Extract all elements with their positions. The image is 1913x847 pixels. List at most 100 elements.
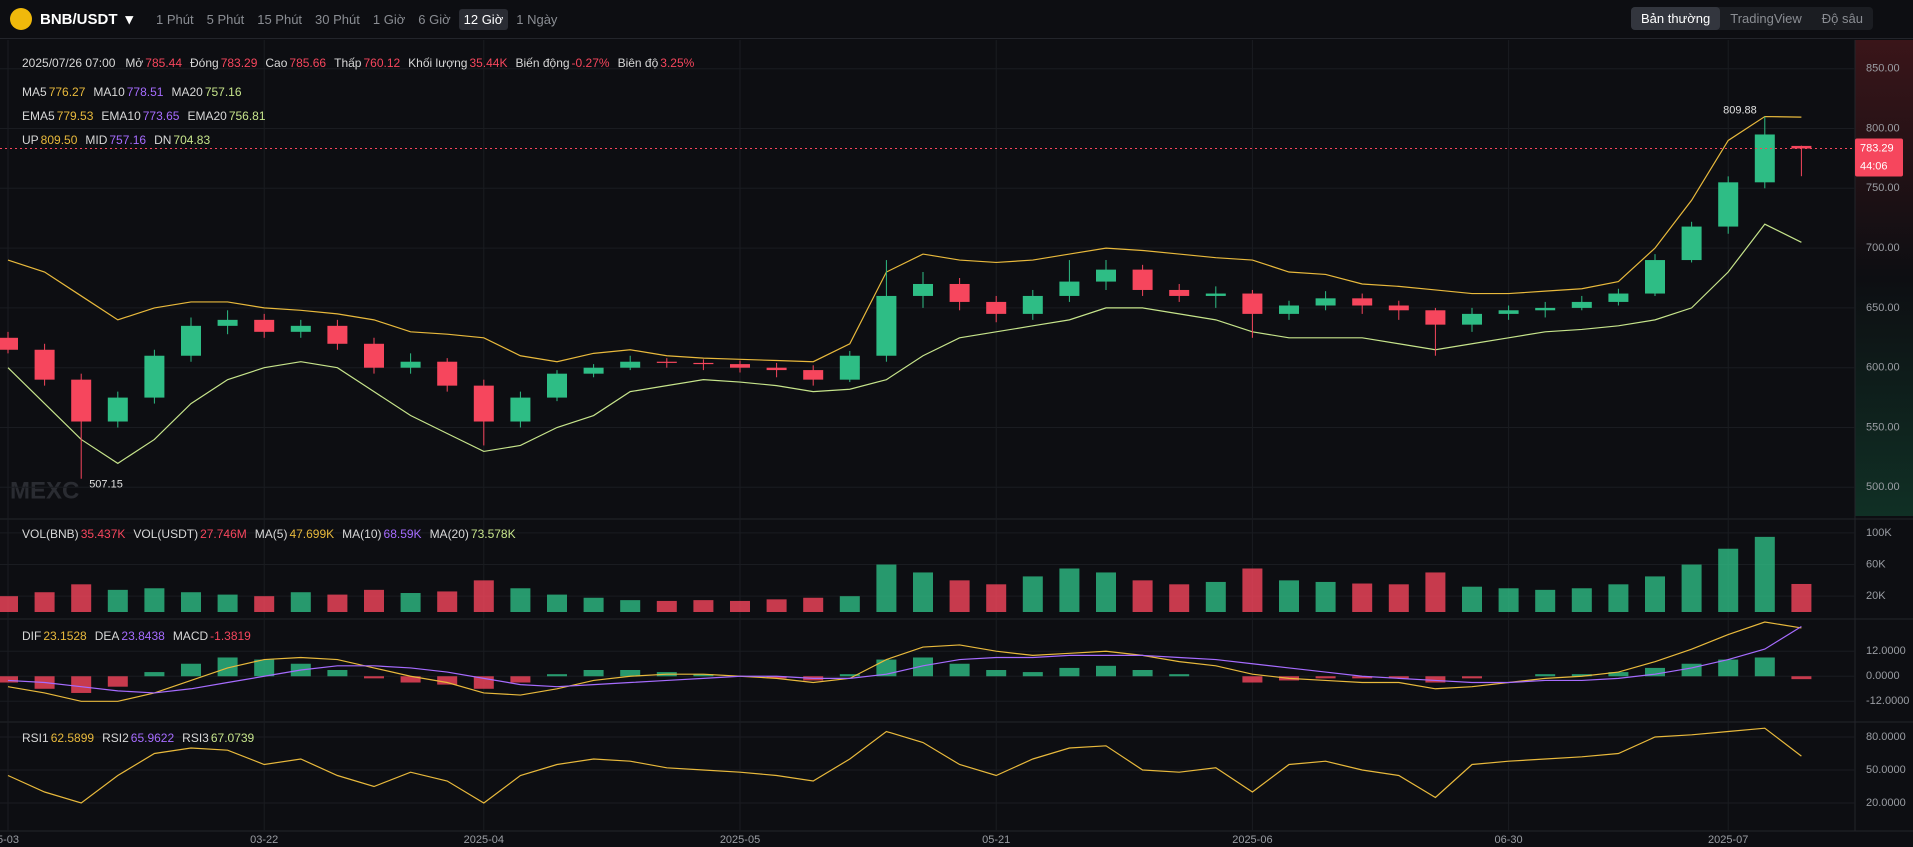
volume-bar	[803, 597, 824, 612]
macd-bar	[1608, 672, 1629, 677]
x-tick-label: 03-22	[250, 834, 278, 846]
volume-bar	[400, 593, 421, 612]
name: MA(5)	[254, 527, 288, 541]
volume-bar	[1315, 581, 1336, 612]
legend-item: UP 809.50	[22, 133, 77, 147]
macd-bar	[1132, 670, 1153, 677]
candle-body	[1498, 310, 1519, 314]
candle-body	[1462, 313, 1482, 325]
value: 756.81	[228, 109, 266, 123]
label: Đóng	[190, 56, 219, 70]
y-tick-label: 20.0000	[1866, 797, 1906, 809]
interval[interactable]: 1 Ngày	[516, 11, 558, 27]
y-tick-label: 500.00	[1866, 481, 1900, 493]
legend-rsi: RSI1 62.5899 RSI2 65.9622 RSI3 67.0739	[22, 731, 254, 745]
value: 47.699K	[289, 527, 335, 541]
y-tick-label: 50.0000	[1866, 764, 1906, 776]
macd-bar	[1791, 676, 1812, 680]
symbol[interactable]: BNB/USDT ▾	[10, 8, 133, 30]
volume-bar	[1462, 586, 1482, 612]
name: RSI3	[182, 731, 209, 745]
macd-bar	[1059, 667, 1080, 677]
macd-bar	[547, 674, 567, 677]
y-tick-label: 80.0000	[1866, 731, 1906, 743]
legend-macd: DIF 23.1528 DEA 23.8438 MACD -1.3819	[22, 629, 251, 643]
view-tab[interactable]: TradingView	[1730, 11, 1802, 26]
volume-bar	[1388, 584, 1409, 612]
interval[interactable]: 15 Phút	[257, 11, 303, 27]
volume-bar	[949, 580, 970, 612]
interval[interactable]: 30 Phút	[315, 11, 360, 27]
macd-bar	[1388, 676, 1409, 679]
interval[interactable]: 1 Phút	[156, 11, 194, 27]
name: EMA5	[22, 109, 55, 123]
candle-body	[510, 397, 531, 422]
legend-item: DIF 23.1528	[22, 629, 87, 643]
x-tick-label: 06-30	[1495, 834, 1523, 846]
name: UP	[22, 133, 39, 147]
volume-bar	[839, 596, 860, 612]
legend-item: RSI3 67.0739	[182, 731, 254, 745]
candle-body	[1608, 293, 1629, 302]
name: MA10	[93, 85, 125, 99]
interval[interactable]: 5 Phút	[206, 11, 245, 27]
label: Biến động	[515, 56, 570, 70]
value: 35.44K	[469, 56, 508, 70]
macd-bar	[71, 676, 92, 693]
candle-body	[730, 364, 750, 368]
view-tab[interactable]: Độ sâu	[1821, 11, 1863, 26]
macd-bar	[1645, 667, 1665, 677]
view-tab[interactable]: Bản thường	[1630, 7, 1721, 30]
dea-line	[7, 625, 1802, 694]
interval[interactable]: 6 Giờ	[418, 11, 451, 27]
volume-bar	[1718, 548, 1739, 612]
volume-bar	[1754, 536, 1775, 612]
legend-ema: EMA5 779.53 EMA10 773.65 EMA20 756.81	[22, 109, 266, 123]
y-tick-label: 650.00	[1866, 302, 1900, 314]
candle-body	[876, 295, 897, 356]
y-tick-label: 750.00	[1866, 182, 1900, 194]
volume-bar	[327, 594, 348, 612]
volume-bar	[1535, 589, 1556, 612]
macd-bar	[1462, 676, 1482, 679]
interval[interactable]: 12 Giờ	[458, 8, 509, 30]
legend-item: MA5 776.27	[22, 85, 85, 99]
candle-body	[437, 361, 458, 386]
name: MA20	[171, 85, 203, 99]
macd-bar	[839, 674, 860, 677]
info-field: Thấp 760.12	[334, 56, 400, 70]
macd-bar	[949, 663, 970, 677]
volume-bar	[1242, 568, 1263, 612]
value: -1.3819	[210, 629, 251, 643]
legend-item: EMA20 756.81	[187, 109, 265, 123]
y-tick-label: 60K	[1866, 558, 1886, 570]
y-tick-label: 600.00	[1866, 362, 1900, 374]
candle-body	[1754, 134, 1775, 183]
volume-bar	[986, 584, 1007, 612]
name: RSI1	[22, 731, 49, 745]
value: 757.16	[204, 85, 242, 99]
candle-body	[364, 343, 384, 368]
macd-bar	[766, 676, 787, 679]
volume-bar	[290, 592, 311, 612]
candle-body	[1279, 305, 1299, 314]
legend-item: MA20 757.16	[171, 85, 241, 99]
y-tick-label: 850.00	[1866, 63, 1900, 75]
legend-item: RSI1 62.5899	[22, 731, 94, 745]
interval[interactable]: 1 Giờ	[372, 11, 406, 27]
value: 62.5899	[50, 731, 95, 745]
boll-upper	[7, 115, 1802, 363]
legend-ma: MA5 776.27 MA10 778.51 MA20 757.16	[22, 85, 242, 99]
volume-bar	[254, 596, 275, 612]
macd-bar	[144, 672, 165, 677]
value: 776.27	[48, 85, 86, 99]
legend-item: MA(20) 73.578K	[430, 527, 516, 541]
macd-bar	[1535, 674, 1556, 677]
value: 27.746M	[200, 527, 247, 541]
name: VOL(BNB)	[22, 527, 79, 541]
macd-bar	[620, 670, 641, 677]
name: RSI2	[102, 731, 129, 745]
candle-body	[986, 301, 1007, 314]
name: DEA	[94, 629, 120, 643]
